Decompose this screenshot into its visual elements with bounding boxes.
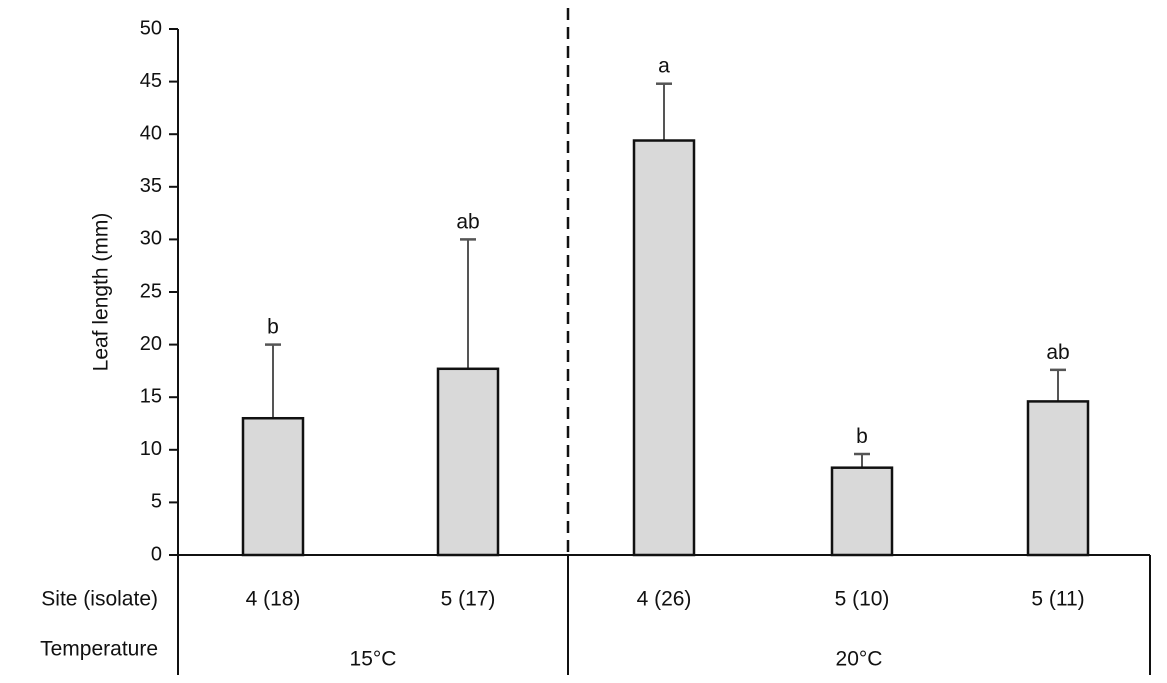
- y-axis-title: Leaf length (mm): [90, 213, 113, 372]
- bar: [632, 139, 696, 557]
- y-tick-label: 35: [140, 175, 162, 197]
- category-label: 5 (17): [441, 588, 496, 611]
- significance-label: b: [856, 425, 868, 448]
- bar: [1026, 400, 1090, 557]
- bar: [436, 367, 500, 557]
- significance-label: b: [267, 316, 279, 339]
- y-tick-label: 25: [140, 280, 162, 302]
- category-label: 4 (26): [637, 588, 692, 611]
- bar: [241, 416, 305, 557]
- temperature-group-label: 20°C: [836, 648, 883, 671]
- significance-label: a: [658, 55, 670, 78]
- significance-label: ab: [1046, 341, 1069, 364]
- temperature-row-label: Temperature: [40, 638, 158, 661]
- y-tick-label: 0: [151, 543, 162, 565]
- category-label: 5 (10): [835, 588, 890, 611]
- y-tick-label: 40: [140, 122, 162, 144]
- category-label: 5 (11): [1031, 588, 1084, 611]
- plot-area: 0 5 10 15 20 25 30 35 40 45 50 b 4 (18) ab 5 (17) a 4 (2…: [140, 8, 1151, 675]
- y-tick-label: 45: [140, 70, 162, 92]
- category-label: 4 (18): [246, 588, 301, 611]
- y-tick-label: 50: [140, 17, 162, 39]
- y-tick-label: 10: [140, 438, 162, 460]
- y-tick-label: 20: [140, 333, 162, 355]
- significance-label: ab: [456, 210, 479, 233]
- site-row-label: Site (isolate): [41, 588, 158, 611]
- bar: [830, 466, 894, 557]
- y-tick-label: 30: [140, 228, 162, 250]
- temperature-group-label: 15°C: [350, 648, 397, 671]
- y-tick-label: 5: [151, 491, 162, 513]
- y-tick-label: 15: [140, 385, 162, 407]
